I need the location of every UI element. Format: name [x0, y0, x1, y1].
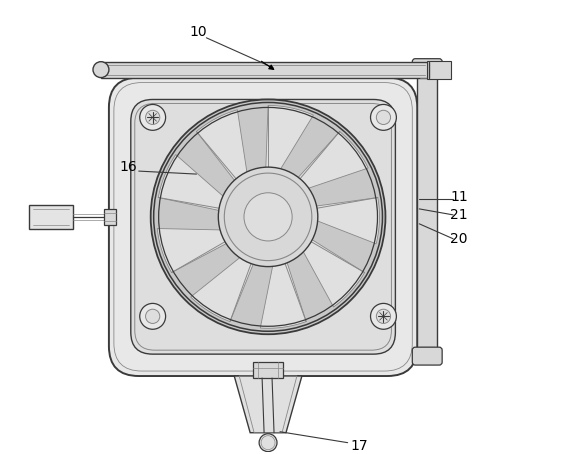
Polygon shape [314, 197, 379, 244]
Circle shape [370, 303, 396, 329]
Polygon shape [157, 228, 229, 272]
Polygon shape [158, 154, 225, 211]
Circle shape [259, 434, 277, 452]
Polygon shape [302, 238, 365, 307]
Polygon shape [296, 132, 368, 189]
Bar [104, 209, 116, 225]
Circle shape [140, 303, 166, 329]
Circle shape [377, 110, 391, 124]
Polygon shape [266, 105, 314, 172]
Circle shape [377, 309, 391, 323]
Bar [417, 72, 437, 352]
Circle shape [140, 104, 166, 130]
Text: 17: 17 [351, 439, 369, 453]
FancyBboxPatch shape [131, 99, 396, 354]
Circle shape [244, 193, 292, 241]
Circle shape [93, 62, 109, 78]
Circle shape [151, 99, 386, 334]
Circle shape [146, 110, 160, 124]
Bar [427, 61, 451, 79]
Polygon shape [191, 256, 254, 321]
Text: 16: 16 [120, 160, 138, 174]
FancyBboxPatch shape [413, 59, 442, 77]
Bar [101, 62, 429, 78]
Polygon shape [234, 376, 302, 433]
Bar [29, 205, 73, 229]
Text: 21: 21 [450, 208, 468, 222]
Circle shape [218, 167, 318, 266]
Text: 20: 20 [450, 232, 468, 246]
Polygon shape [197, 110, 247, 183]
Circle shape [224, 173, 312, 261]
Polygon shape [260, 260, 306, 328]
Bar [253, 362, 283, 378]
Circle shape [370, 104, 396, 130]
FancyBboxPatch shape [109, 78, 417, 376]
Text: 10: 10 [189, 25, 207, 39]
Circle shape [146, 309, 160, 323]
FancyBboxPatch shape [413, 347, 442, 365]
Text: 11: 11 [450, 190, 468, 204]
